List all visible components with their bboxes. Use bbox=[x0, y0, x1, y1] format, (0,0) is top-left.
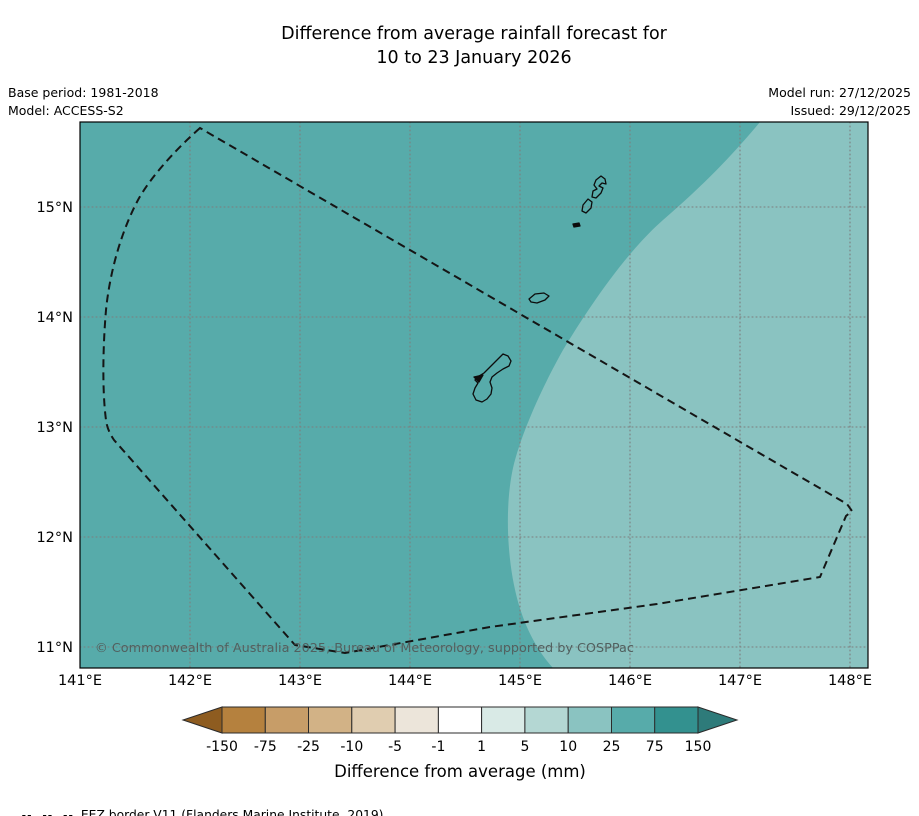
y-tick-11n: 11°N bbox=[36, 640, 73, 656]
meta-right: Model run: 27/12/2025 Issued: 29/12/2025 bbox=[768, 84, 911, 120]
meta-left: Base period: 1981-2018 Model: ACCESS-S2 bbox=[8, 84, 159, 120]
cbar-tick-neg150: -150 bbox=[206, 739, 238, 755]
x-tick-148e: 148°E bbox=[828, 673, 872, 689]
cbar-tick-10: 10 bbox=[559, 739, 577, 755]
title-line-1: Difference from average rainfall forecas… bbox=[281, 24, 667, 44]
graticule-gridlines bbox=[79, 121, 869, 669]
colorbar-title: Difference from average (mm) bbox=[334, 762, 586, 781]
colorbar-segment-2 bbox=[264, 706, 310, 734]
cbar-tick-neg1: -1 bbox=[431, 739, 445, 755]
cbar-tick-150: 150 bbox=[685, 739, 712, 755]
colorbar-tick-labels: -150 -75 -25 -10 -5 -1 1 5 10 25 75 150 bbox=[206, 739, 711, 755]
map-frame bbox=[79, 121, 869, 669]
guam-island-outline bbox=[472, 353, 512, 403]
eez-dash-sample: -- -- -- bbox=[21, 808, 74, 816]
colorbar-segments bbox=[221, 706, 699, 734]
colorbar: -150 -75 -25 -10 -5 -1 1 5 10 25 75 150 … bbox=[181, 706, 739, 781]
x-tick-146e: 146°E bbox=[608, 673, 652, 689]
model-label: Model: ACCESS-S2 bbox=[8, 103, 124, 118]
x-axis-labels: 141°E 142°E 143°E 144°E 145°E 146°E 147°… bbox=[58, 673, 872, 689]
island-outlines bbox=[472, 175, 607, 403]
x-tick-143e: 143°E bbox=[278, 673, 322, 689]
rota-island-outline bbox=[528, 292, 550, 304]
page-title: Difference from average rainfall forecas… bbox=[80, 22, 868, 70]
colorbar-segment-7 bbox=[481, 706, 526, 734]
map-region-southeast-10-25mm bbox=[507, 122, 868, 668]
cbar-tick-neg5: -5 bbox=[388, 739, 402, 755]
saipan-island-outline bbox=[591, 175, 607, 199]
y-tick-15n: 15°N bbox=[36, 200, 73, 216]
colorbar-segment-3 bbox=[308, 706, 353, 734]
map-area: © Commonwealth of Australia 2025, Bureau… bbox=[79, 121, 869, 669]
colorbar-segment-4 bbox=[351, 706, 396, 734]
colorbar-segment-1 bbox=[221, 706, 266, 734]
aguijan-island-outline bbox=[572, 222, 581, 228]
x-tick-142e: 142°E bbox=[168, 673, 212, 689]
y-tick-13n: 13°N bbox=[36, 420, 73, 436]
cbar-tick-neg75: -75 bbox=[254, 739, 277, 755]
eez-border-line bbox=[102, 126, 854, 655]
colorbar-segment-6 bbox=[437, 706, 483, 734]
cbar-tick-5: 5 bbox=[520, 739, 529, 755]
y-tick-14n: 14°N bbox=[36, 310, 73, 326]
eez-border-note: -- -- -- EEZ border V11 (Flanders Marine … bbox=[6, 794, 388, 816]
x-tick-145e: 145°E bbox=[498, 673, 542, 689]
x-tick-144e: 144°E bbox=[388, 673, 432, 689]
cbar-tick-1: 1 bbox=[477, 739, 486, 755]
title-line-2: 10 to 23 January 2026 bbox=[376, 48, 572, 68]
guam-apra-harbor-detail bbox=[473, 374, 484, 383]
cbar-tick-neg25: -25 bbox=[297, 739, 320, 755]
eez-note-text: EEZ border V11 (Flanders Marine Institut… bbox=[80, 808, 388, 816]
base-period-label: Base period: 1981-2018 bbox=[8, 85, 159, 100]
tinian-island-outline bbox=[581, 198, 593, 214]
colorbar-segment-5 bbox=[394, 706, 439, 734]
colorbar-segment-11 bbox=[654, 706, 699, 734]
x-tick-141e: 141°E bbox=[58, 673, 102, 689]
colorbar-segment-8 bbox=[524, 706, 569, 734]
y-tick-12n: 12°N bbox=[36, 530, 73, 546]
model-run-label: Model run: 27/12/2025 bbox=[768, 85, 911, 100]
colorbar-left-arrow bbox=[181, 706, 223, 734]
cbar-tick-25: 25 bbox=[603, 739, 621, 755]
y-axis-labels: 15°N 14°N 13°N 12°N 11°N bbox=[36, 200, 73, 656]
issued-label: Issued: 29/12/2025 bbox=[790, 103, 912, 118]
cbar-tick-neg10: -10 bbox=[340, 739, 363, 755]
cbar-tick-75: 75 bbox=[646, 739, 664, 755]
colorbar-segment-10 bbox=[611, 706, 656, 734]
copyright-text: © Commonwealth of Australia 2025, Bureau… bbox=[95, 641, 634, 656]
colorbar-segment-9 bbox=[567, 706, 613, 734]
x-tick-147e: 147°E bbox=[718, 673, 762, 689]
colorbar-right-arrow bbox=[697, 706, 739, 734]
